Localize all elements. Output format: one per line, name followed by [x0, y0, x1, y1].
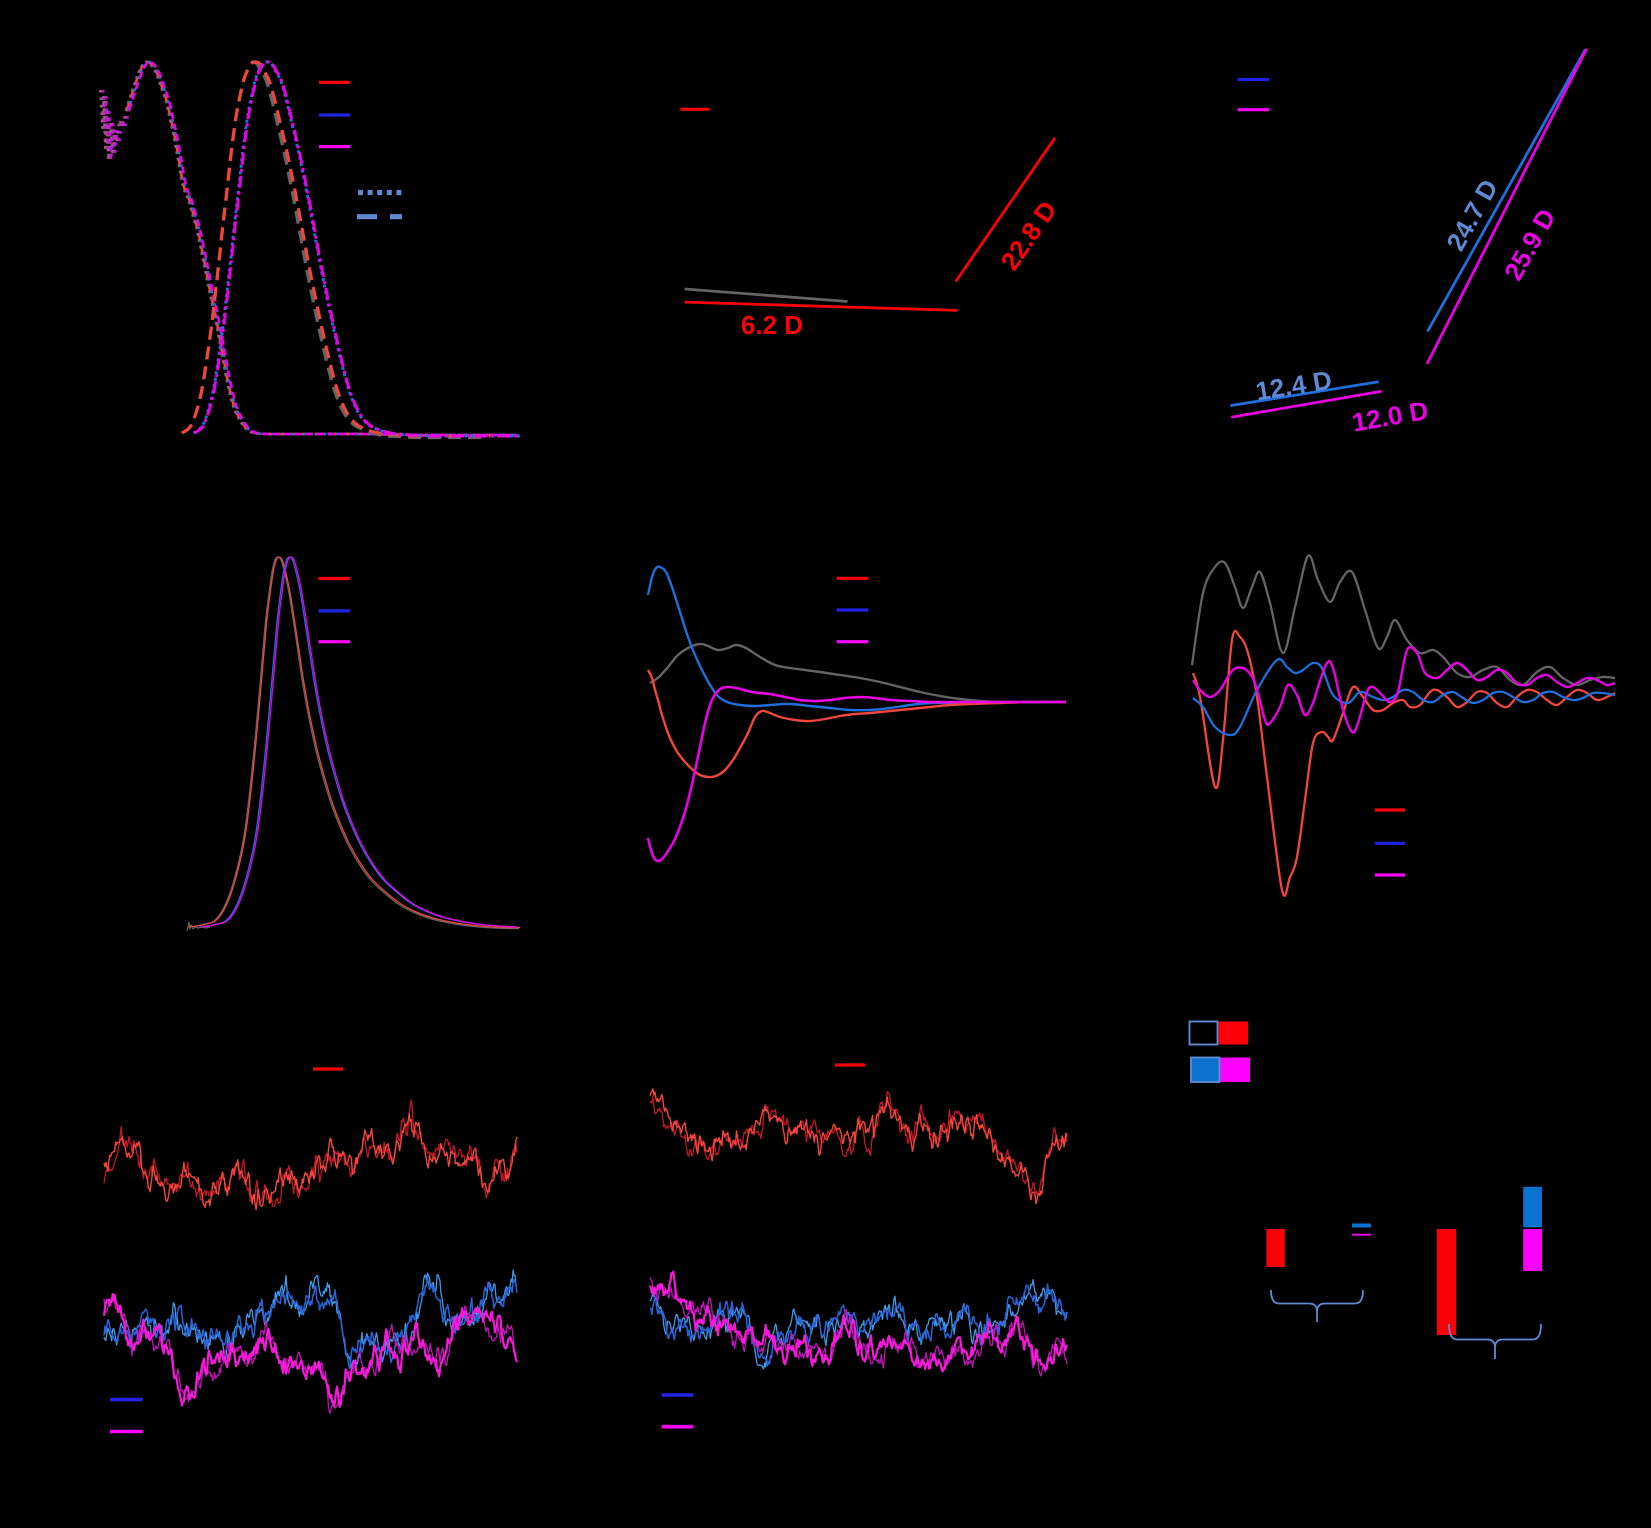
svg-text:6.2 D: 6.2 D: [741, 310, 803, 340]
